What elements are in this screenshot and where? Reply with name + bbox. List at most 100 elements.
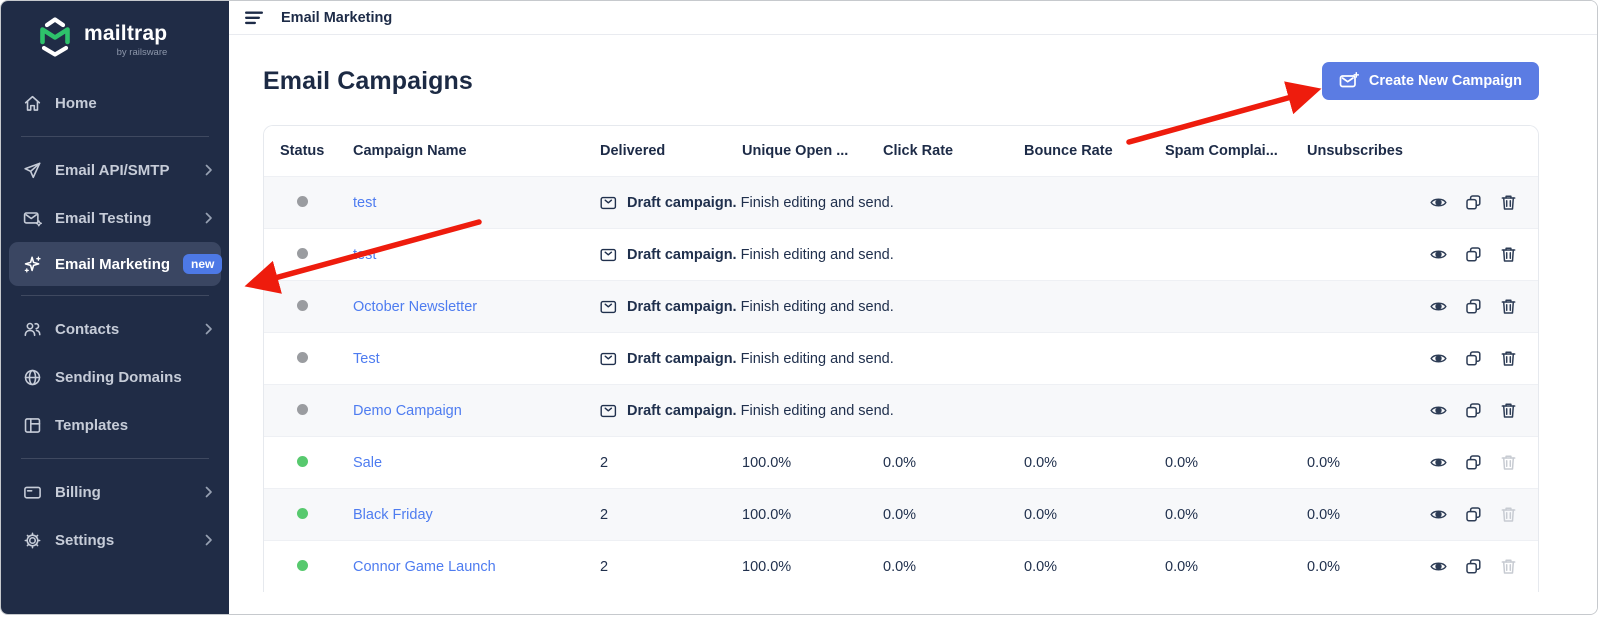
stat-spam-complaints: 0.0% [1165, 506, 1199, 523]
stat-click-rate: 0.0% [883, 558, 917, 575]
duplicate-copy-icon[interactable] [1464, 402, 1482, 420]
stat-bounce-rate: 0.0% [1024, 506, 1058, 523]
mailtrap-logo[interactable]: mailtrap by railsware [1, 14, 229, 79]
duplicate-copy-icon[interactable] [1464, 454, 1482, 472]
envelope-test-icon [22, 208, 42, 228]
sidebar-item-email-api-smtp[interactable]: Email API/SMTP [1, 146, 229, 194]
stat-delivered: 2 [600, 454, 609, 471]
stat-unsubscribes: 0.0% [1307, 506, 1341, 523]
create-new-campaign-button[interactable]: Create New Campaign [1321, 62, 1539, 100]
stat-unsubscribes: 0.0% [1307, 558, 1341, 575]
campaign-row: Test Draft campaign. Finish editing and s… [264, 332, 1538, 384]
duplicate-copy-icon[interactable] [1464, 350, 1482, 368]
stat-bounce-rate: 0.0% [1024, 454, 1058, 471]
row-actions [1427, 246, 1538, 264]
table-header-row: Status Campaign Name Delivered Unique Open … [264, 126, 1538, 176]
preview-eye-icon[interactable] [1429, 350, 1447, 368]
campaign-row: October Newsletter Draft campaign. Finish… [264, 280, 1538, 332]
status-dot-draft [297, 299, 308, 311]
delete-trash-icon[interactable] [1499, 350, 1517, 368]
billing-icon [22, 482, 42, 502]
preview-eye-icon[interactable] [1429, 506, 1447, 524]
column-header: Status [280, 143, 325, 159]
settings-icon [22, 530, 42, 550]
page-title: Email Campaigns [263, 66, 473, 95]
stat-click-rate: 0.0% [883, 506, 917, 523]
row-actions [1427, 506, 1538, 524]
campaign-row: Black Friday 2 100.0% 0.0% 0.0% 0.0% 0.0% [264, 488, 1538, 540]
status-dot-sent [297, 455, 308, 467]
campaign-row: test Draft campaign. Finish editing and s… [264, 228, 1538, 280]
delete-trash-icon [1499, 454, 1517, 472]
delete-trash-icon [1499, 558, 1517, 576]
sidebar-item-label: Email Testing [55, 209, 152, 227]
duplicate-copy-icon[interactable] [1464, 246, 1482, 264]
chevron-right-icon [205, 212, 215, 224]
column-header: Campaign Name [353, 143, 467, 159]
campaign-name-link[interactable]: test [353, 246, 377, 263]
preview-eye-icon[interactable] [1429, 298, 1447, 316]
campaign-name-link[interactable]: October Newsletter [353, 298, 478, 315]
sidebar-item-email-marketing[interactable]: Email Marketing new [9, 242, 223, 286]
delete-trash-icon[interactable] [1499, 194, 1517, 212]
sidebar-divider [21, 458, 209, 459]
row-actions [1427, 350, 1538, 368]
campaign-name-link[interactable]: Demo Campaign [353, 402, 462, 419]
campaign-name-link[interactable]: test [353, 194, 377, 211]
draft-status-message: Draft campaign. Finish editing and send. [600, 195, 1427, 211]
column-header: Bounce Rate [1024, 143, 1113, 159]
stat-spam-complaints: 0.0% [1165, 454, 1199, 471]
campaign-row: Sale 2 100.0% 0.0% 0.0% 0.0% 0.0% [264, 436, 1538, 488]
preview-eye-icon[interactable] [1429, 558, 1447, 576]
sidebar-item-contacts[interactable]: Contacts [1, 305, 229, 353]
sidebar-item-label: Email API/SMTP [55, 161, 170, 179]
sidebar-item-home[interactable]: Home [1, 79, 229, 127]
stat-unsubscribes: 0.0% [1307, 454, 1341, 471]
sidebar-item-templates[interactable]: Templates [1, 401, 229, 449]
sidebar-item-sending-domains[interactable]: Sending Domains [1, 353, 229, 401]
duplicate-copy-icon[interactable] [1464, 506, 1482, 524]
sidebar-item-label: Sending Domains [55, 368, 182, 386]
delete-trash-icon[interactable] [1499, 402, 1517, 420]
preview-eye-icon[interactable] [1429, 194, 1447, 212]
duplicate-copy-icon[interactable] [1464, 194, 1482, 212]
sidebar-item-label: Settings [55, 531, 115, 549]
stat-delivered: 2 [600, 558, 609, 575]
sidebar-item-settings[interactable]: Settings [1, 516, 229, 564]
sidebar-nav: Home Email API/SMTP Email Testing Email Mar… [1, 79, 229, 564]
sidebar-item-label: Billing [55, 483, 101, 501]
duplicate-copy-icon[interactable] [1464, 558, 1482, 576]
envelope-draft-icon [600, 351, 617, 367]
status-dot-draft [297, 247, 308, 259]
chevron-right-icon [205, 164, 215, 176]
stat-delivered: 2 [600, 506, 609, 523]
status-dot-sent [297, 507, 308, 519]
campaign-name-link[interactable]: Black Friday [353, 506, 433, 523]
sidebar-item-billing[interactable]: Billing [1, 468, 229, 516]
menu-icon[interactable] [245, 11, 264, 25]
campaign-name-link[interactable]: Connor Game Launch [353, 558, 496, 575]
stat-bounce-rate: 0.0% [1024, 558, 1058, 575]
column-header: Click Rate [883, 143, 954, 159]
sparkles-icon [22, 254, 42, 274]
delete-trash-icon [1499, 506, 1517, 524]
draft-status-message: Draft campaign. Finish editing and send. [600, 299, 1427, 315]
sidebar-divider [21, 295, 209, 296]
preview-eye-icon[interactable] [1429, 454, 1447, 472]
stat-unique-open-rate: 100.0% [742, 558, 792, 575]
sidebar-item-email-testing[interactable]: Email Testing [1, 194, 229, 242]
delete-trash-icon[interactable] [1499, 246, 1517, 264]
preview-eye-icon[interactable] [1429, 402, 1447, 420]
mailtrap-logo-icon [36, 16, 74, 63]
preview-eye-icon[interactable] [1429, 246, 1447, 264]
delete-trash-icon[interactable] [1499, 298, 1517, 316]
envelope-draft-icon [600, 403, 617, 419]
status-dot-draft [297, 403, 308, 415]
duplicate-copy-icon[interactable] [1464, 298, 1482, 316]
status-dot-draft [297, 351, 308, 363]
sidebar-item-label: Contacts [55, 320, 120, 338]
sidebar-item-label: Email Marketing [55, 255, 171, 273]
campaign-name-link[interactable]: Test [353, 350, 380, 367]
campaign-name-link[interactable]: Sale [353, 454, 383, 471]
